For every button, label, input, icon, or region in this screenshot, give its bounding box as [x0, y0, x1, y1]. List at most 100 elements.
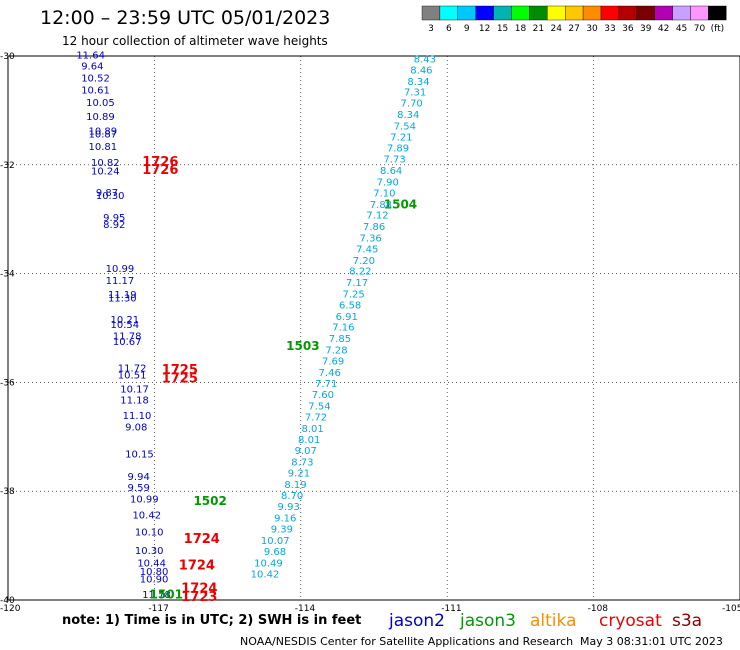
- colorbar-label: 70: [694, 24, 706, 34]
- jason2-point-label: 11.30: [108, 293, 137, 304]
- jason2-point-label: 10.51: [118, 371, 147, 382]
- altika-point-label: 7.89: [387, 144, 409, 155]
- altika-point-label: 8.73: [291, 458, 313, 469]
- jason2-point-label: 10.99: [130, 495, 159, 506]
- cryosat-point-label: 1724: [184, 532, 220, 547]
- altika-point-label: 7.25: [342, 290, 364, 301]
- colorbar-swatch: [654, 5, 673, 21]
- jason2-point-label: 10.17: [120, 385, 149, 396]
- jason2-point-label: 11.78: [113, 331, 142, 342]
- jason2-point-label: 11.19: [108, 290, 137, 301]
- colorbar-label: 27: [568, 24, 579, 34]
- x-tick-label: -105: [722, 604, 740, 614]
- altika-point-label: 9.07: [295, 446, 317, 457]
- cryosat-point-label: 1725: [162, 363, 198, 378]
- colorbar-swatch: [475, 5, 494, 21]
- altika-point-label: 7.90: [377, 177, 399, 188]
- jason2-point-label: 10.82: [91, 158, 120, 169]
- jason2-point-label: 11.10: [123, 411, 152, 422]
- jason2-point-label: 9.64: [81, 62, 103, 73]
- cryosat-point-label: 1724: [179, 559, 215, 574]
- x-tick-label: -111: [441, 604, 461, 614]
- colorbar-swatch: [636, 5, 655, 21]
- cryosat-point-label: 1726: [142, 155, 178, 170]
- colorbar-label: 15: [497, 24, 508, 34]
- colorbar-label: 33: [604, 24, 615, 34]
- jason2-point-label: 9.87: [96, 188, 118, 199]
- altika-point-label: 6.58: [339, 300, 361, 311]
- jason2-point-label: 10.52: [81, 74, 110, 85]
- altika-point-label: 9.93: [278, 502, 300, 513]
- plot-frame: [7, 55, 740, 601]
- satellite-legend: jason2 jason3 altika cryosat s3a: [388, 611, 702, 631]
- altika-point-label: 6.91: [336, 312, 358, 323]
- x-tick-label: -120: [0, 604, 21, 614]
- jason2-point-label: 10.87: [89, 130, 118, 141]
- colorbar-label: 24: [551, 24, 563, 34]
- jason3-point-label: 1503: [286, 339, 319, 353]
- altika-point-label: 7.72: [305, 412, 327, 423]
- jason3-point-label: 1504: [384, 197, 417, 211]
- altika-point-label: 7.12: [366, 211, 388, 222]
- plot-area: -30-32-34-36-38-40 -120 -117 -114 -111 -108-…: [0, 51, 740, 614]
- colorbar-swatch: [493, 5, 512, 21]
- colorbar-swatch: [421, 5, 441, 21]
- altika-point-label: 8.01: [298, 435, 320, 446]
- colorbar-label: 9: [464, 24, 470, 34]
- altika-point-label: 8.22: [349, 267, 371, 278]
- y-tick-label: -36: [0, 378, 15, 388]
- jason3-point-label: 1501: [150, 587, 183, 601]
- jason3-point-label: 1502: [193, 494, 226, 508]
- altika-point-label: 7.85: [329, 334, 351, 345]
- y-tick-label: -40: [0, 596, 15, 606]
- jason2-point-label: 10.24: [91, 167, 120, 178]
- altika-point-label: 7.16: [332, 323, 354, 334]
- chart-title: 12:00 – 23:59 UTC 05/01/2023: [40, 7, 330, 29]
- altika-point-label: 7.88: [370, 200, 392, 211]
- jason2-point-label: 9.94: [128, 472, 150, 483]
- footer-note: note: 1) Time is in UTC; 2) SWH is in fe…: [62, 613, 361, 628]
- jason2-point-label: 9.59: [128, 483, 150, 494]
- colorbar-label: 39: [640, 24, 652, 34]
- jason2-point-label: 10.61: [81, 86, 110, 97]
- colorbar-label: 30: [586, 24, 598, 34]
- altika-point-label: 8.34: [397, 110, 419, 121]
- satellite-legend-s3a: s3a: [672, 611, 702, 631]
- altika-point-label: 7.10: [373, 188, 395, 199]
- altika-point-label: 8.46: [410, 65, 432, 76]
- altika-point-label: 7.45: [356, 244, 378, 255]
- satellite-legend-altika: altika: [530, 611, 577, 631]
- altika-point-label: 8.19: [284, 480, 306, 491]
- colorbar-label: 42: [658, 24, 669, 34]
- colorbar-label: 18: [515, 24, 527, 34]
- y-tick-label: -30: [0, 52, 15, 62]
- jason2-point-label: 11.17: [106, 276, 135, 287]
- altika-point-label: 7.46: [319, 368, 341, 379]
- altika-point-label: 8.70: [281, 491, 303, 502]
- jason2-point-label: 10.89: [89, 126, 118, 137]
- x-tick-label: -108: [588, 604, 609, 614]
- jason2-point-label: 11.72: [118, 364, 147, 375]
- altika-point-label: 9.21: [288, 469, 310, 480]
- colorbar-label: 21: [533, 24, 544, 34]
- altika-point-label: 9.16: [274, 514, 296, 525]
- jason2-point-label: 10.15: [125, 449, 154, 460]
- altika-point-label: 7.21: [390, 132, 412, 143]
- jason2-point-label: 10.42: [132, 510, 161, 521]
- y-tick-label: -34: [0, 270, 15, 280]
- altika-point-label: 7.69: [322, 356, 344, 367]
- timestamp-text: May 3 08:31:01 UTC 2023: [580, 635, 723, 648]
- chart-subtitle: 12 hour collection of altimeter wave hei…: [62, 34, 328, 48]
- jason2-point-label: 11.18: [120, 396, 149, 407]
- colorbar-label: 3: [428, 24, 434, 34]
- jason2-point-label: 9.95: [103, 213, 125, 224]
- altika-point-label: 7.73: [383, 155, 405, 166]
- altika-point-label: 7.20: [353, 256, 375, 267]
- y-tick-label: -38: [0, 487, 15, 497]
- altika-point-label: 10.49: [254, 558, 283, 569]
- jason2-point-label: 8.92: [103, 220, 125, 231]
- colorbar-label: 12: [479, 24, 490, 34]
- colorbar-swatch: [582, 5, 602, 21]
- jason2-point-label: 10.90: [140, 575, 169, 586]
- x-tick-label: -117: [148, 604, 168, 614]
